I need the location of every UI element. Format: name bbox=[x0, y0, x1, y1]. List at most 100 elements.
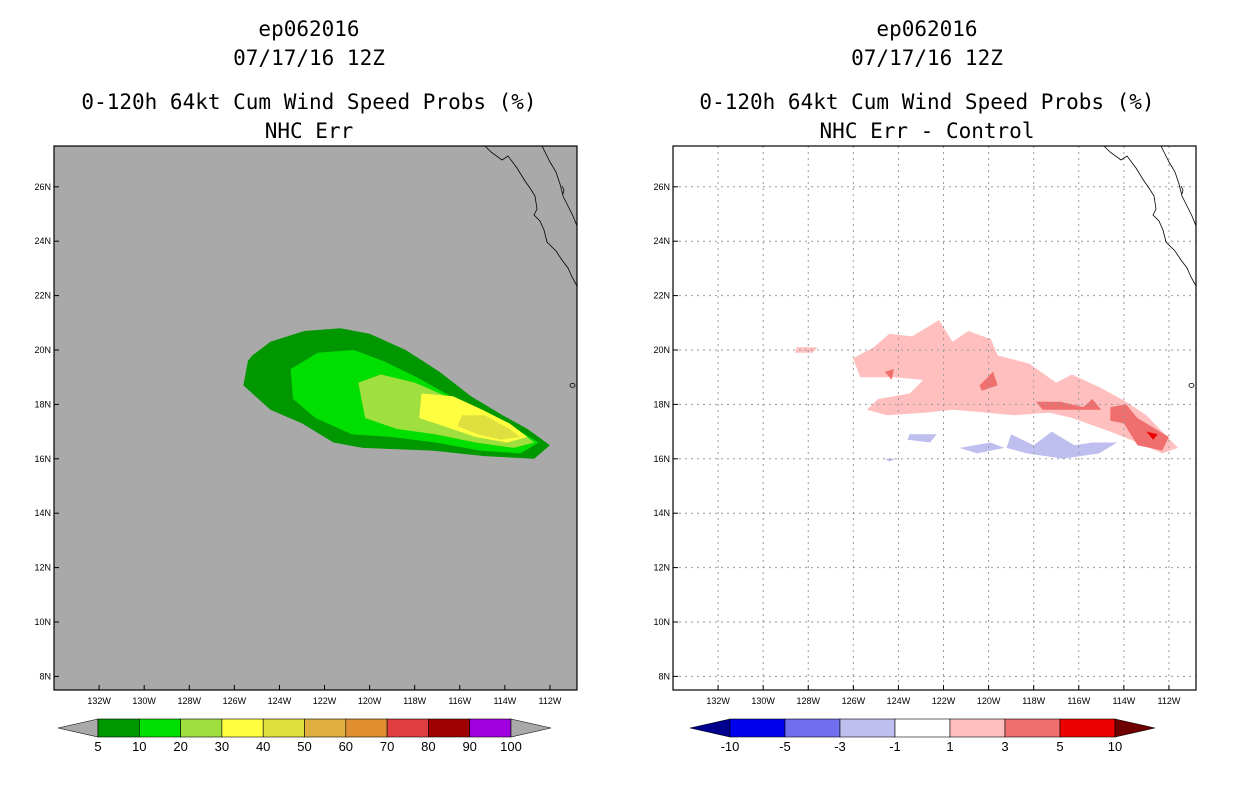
right-subtitle-product: 0-120h 64kt Cum Wind Speed Probs (%) bbox=[699, 90, 1155, 114]
right-title-datetime: 07/17/16 12Z bbox=[851, 46, 1003, 70]
colorbar-label: 1 bbox=[946, 739, 953, 754]
colorbar-high-arrow bbox=[1114, 718, 1156, 738]
x-tick-label: 120W bbox=[358, 696, 382, 706]
panel-left: 132W 130W 128W 126W 124W 122W 120W 118W 116W 114W… bbox=[34, 145, 578, 754]
x-tick-label: 128W bbox=[797, 696, 821, 706]
y-tick-label: 24N bbox=[653, 236, 670, 246]
colorbar-label: 60 bbox=[339, 739, 353, 754]
colorbar-label: 20 bbox=[173, 739, 187, 754]
plot-area bbox=[673, 146, 1196, 690]
x-tick-label: 122W bbox=[313, 696, 337, 706]
contour-level-neg1-8 bbox=[959, 442, 1005, 454]
y-tick-label: 14N bbox=[34, 508, 51, 518]
colorbar-bin bbox=[221, 718, 264, 738]
left-subtitle-run: NHC Err bbox=[264, 119, 354, 143]
right-title-storm-id: ep062016 bbox=[876, 17, 978, 41]
x-tick-label: 124W bbox=[268, 696, 292, 706]
colorbar-bin bbox=[180, 718, 223, 738]
contour-level-neg1-10 bbox=[884, 458, 897, 462]
x-tick-label: 122W bbox=[932, 696, 956, 706]
colorbar-label: 10 bbox=[1108, 739, 1122, 754]
x-tick-label: 116W bbox=[1067, 696, 1090, 706]
x-tick-label: 132W bbox=[706, 696, 730, 706]
coastline-detail bbox=[561, 185, 565, 195]
x-tick-label: 112W bbox=[1158, 696, 1181, 706]
plot-frame bbox=[53, 145, 578, 691]
coastline-detail bbox=[1180, 185, 1184, 195]
left-subtitle-product: 0-120h 64kt Cum Wind Speed Probs (%) bbox=[81, 90, 537, 114]
coastline bbox=[1103, 146, 1196, 287]
left-title-storm-id: ep062016 bbox=[258, 17, 360, 41]
y-tick-label: 24N bbox=[34, 236, 51, 246]
colorbar-bin bbox=[1004, 718, 1061, 738]
x-tick-label: 114W bbox=[1112, 696, 1135, 706]
colorbar-bin bbox=[386, 718, 429, 738]
colorbar: -10 -5 -3 -1 1 3 5 10 bbox=[689, 718, 1156, 754]
colorbar-bin bbox=[894, 718, 951, 738]
x-tick-label: 126W bbox=[842, 696, 866, 706]
colorbar-low-arrow bbox=[57, 718, 99, 738]
colorbar-label: -5 bbox=[779, 739, 791, 754]
colorbar-label: 3 bbox=[1001, 739, 1008, 754]
y-tick-label: 18N bbox=[653, 399, 670, 409]
y-tick-label: 20N bbox=[653, 345, 670, 355]
x-tick-label: 132W bbox=[87, 696, 111, 706]
contour-level-5-6 bbox=[1146, 431, 1158, 440]
x-tick-label: 130W bbox=[132, 696, 156, 706]
colorbar-label: 100 bbox=[500, 739, 522, 754]
x-tick-label: 112W bbox=[539, 696, 562, 706]
colorbar-bin bbox=[304, 718, 347, 738]
x-tick-label: 114W bbox=[493, 696, 516, 706]
x-tick-label: 118W bbox=[403, 696, 426, 706]
colorbar-bin bbox=[262, 718, 305, 738]
y-tick-label: 8N bbox=[658, 671, 670, 681]
y-tick-label: 8N bbox=[39, 671, 51, 681]
contour-level-neg1-9 bbox=[907, 434, 937, 443]
panel-right: 132W 130W 128W 126W 124W 122W 120W 118W 116W 114W… bbox=[653, 145, 1197, 754]
contour-level-3-3 bbox=[884, 369, 894, 380]
y-tick-label: 22N bbox=[653, 291, 670, 301]
contour-level-3-5 bbox=[1110, 404, 1169, 451]
colorbar-label: 80 bbox=[421, 739, 435, 754]
right-subtitle-run: NHC Err - Control bbox=[819, 119, 1035, 143]
colorbar-bin bbox=[839, 718, 896, 738]
colorbar-label: -1 bbox=[889, 739, 901, 754]
colorbar-label: -10 bbox=[721, 739, 740, 754]
x-tick-label: 130W bbox=[751, 696, 775, 706]
contour-level-40-4 bbox=[457, 415, 521, 440]
colorbar-bin bbox=[784, 718, 841, 738]
colorbar-high-arrow bbox=[510, 718, 552, 738]
colorbar-bin bbox=[1059, 718, 1116, 738]
contour-level-neg1-7 bbox=[1006, 431, 1118, 459]
plot-area bbox=[243, 146, 577, 459]
colorbar-bin bbox=[949, 718, 1006, 738]
x-tick-label: 128W bbox=[178, 696, 202, 706]
y-tick-label: 16N bbox=[653, 454, 670, 464]
left-title-datetime: 07/17/16 12Z bbox=[233, 46, 385, 70]
x-tick-label: 124W bbox=[887, 696, 911, 706]
colorbar-label: 40 bbox=[256, 739, 270, 754]
colorbar-label: 50 bbox=[297, 739, 311, 754]
coastline-mainland bbox=[1160, 146, 1196, 227]
x-tick-label: 120W bbox=[977, 696, 1001, 706]
island bbox=[1188, 382, 1195, 388]
colorbar-bin bbox=[428, 718, 470, 738]
colorbar-bin bbox=[345, 718, 388, 738]
colorbar-label: 30 bbox=[215, 739, 229, 754]
y-tick-label: 14N bbox=[653, 508, 670, 518]
y-tick-label: 20N bbox=[34, 345, 51, 355]
contour-level-1-0 bbox=[853, 320, 1178, 454]
island bbox=[569, 382, 576, 388]
y-tick-label: 16N bbox=[34, 454, 51, 464]
x-tick-label: 118W bbox=[1022, 696, 1045, 706]
colorbar-label: 90 bbox=[462, 739, 476, 754]
colorbar-bin bbox=[469, 718, 512, 738]
colorbar-low-arrow bbox=[689, 718, 731, 738]
x-tick-label: 126W bbox=[223, 696, 247, 706]
colorbar-label: 5 bbox=[94, 739, 101, 754]
colorbar-bin bbox=[97, 718, 140, 738]
coastline-mainland bbox=[541, 146, 577, 227]
y-tick-label: 12N bbox=[653, 563, 670, 573]
colorbar-bin bbox=[139, 718, 181, 738]
y-tick-label: 12N bbox=[34, 563, 51, 573]
